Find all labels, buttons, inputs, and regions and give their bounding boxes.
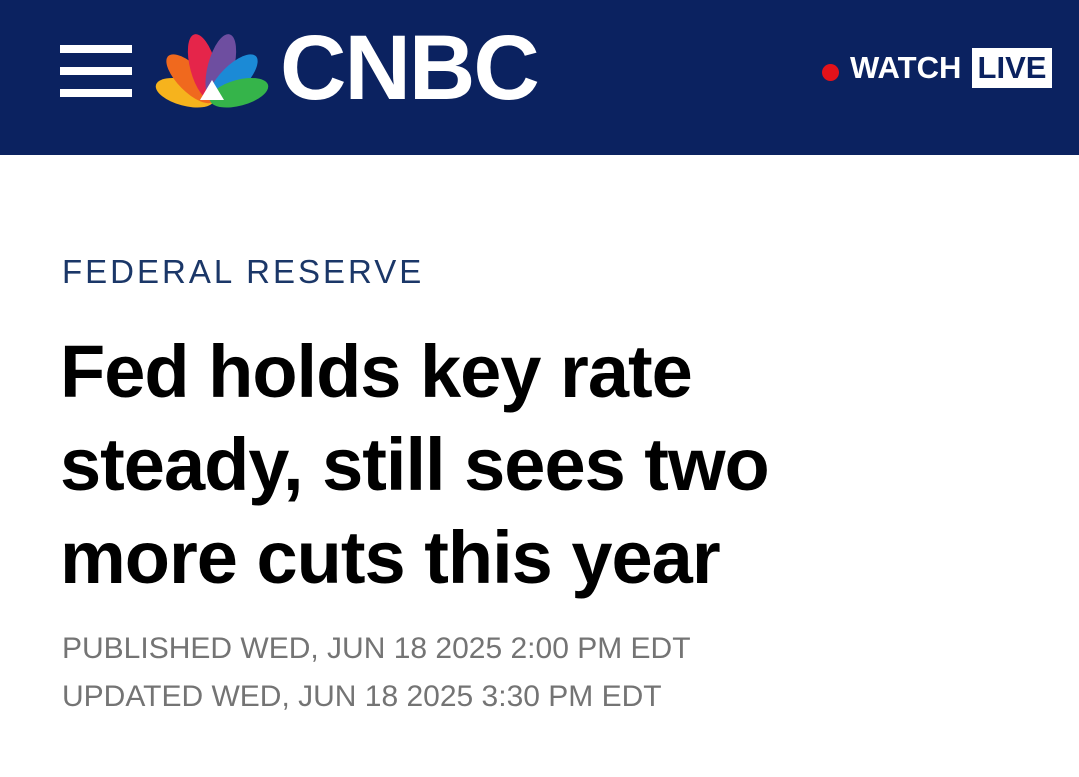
menu-button[interactable] — [60, 45, 132, 97]
section-label[interactable]: FEDERAL RESERVE — [62, 253, 425, 290]
peacock-logo — [155, 34, 269, 108]
watch-label[interactable]: WATCH — [850, 50, 962, 85]
logo-text[interactable]: CNBC — [280, 17, 540, 119]
headline: Fed holds key rate steady, still sees tw… — [60, 325, 770, 604]
published-date: PUBLISHED WED, JUN 18 2025 2:00 PM EDT — [62, 632, 691, 665]
headline-line: steady, still sees two — [60, 423, 770, 506]
headline-line: more cuts this year — [60, 516, 721, 599]
headline-line: Fed holds key rate — [60, 330, 693, 413]
menu-line — [60, 67, 132, 75]
top-bar: CNBC WATCH LIVE — [0, 0, 1079, 155]
menu-line — [60, 45, 132, 53]
updated-date: UPDATED WED, JUN 18 2025 3:30 PM EDT — [62, 680, 662, 713]
live-dot — [822, 64, 839, 81]
nav-icons — [60, 34, 269, 108]
live-badge[interactable]: LIVE — [972, 48, 1052, 88]
menu-line — [60, 89, 132, 97]
